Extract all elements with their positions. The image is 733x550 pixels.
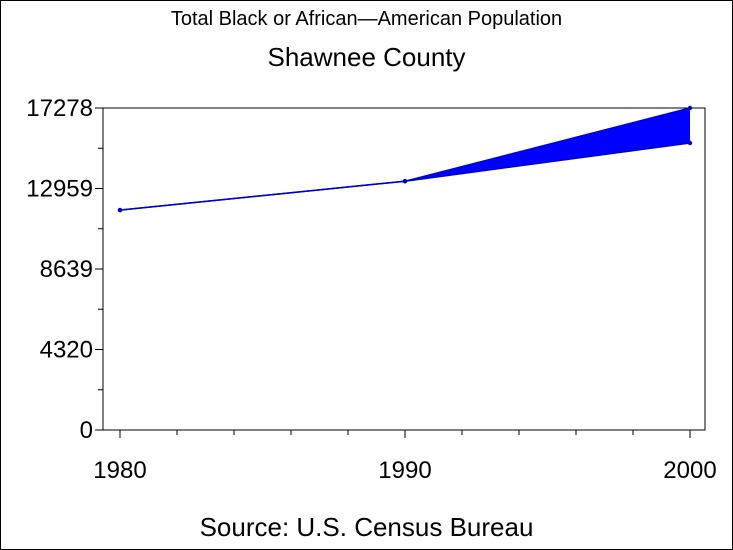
x-tick-label: 1990 <box>378 457 431 484</box>
x-tick-label: 2000 <box>663 457 716 484</box>
data-point <box>687 140 693 146</box>
y-tick-label: 4320 <box>40 336 93 363</box>
data-point <box>402 179 408 184</box>
x-axis: 1980 1990 2000 <box>93 430 717 484</box>
plot-border <box>102 107 706 431</box>
y-tick-label: 8639 <box>40 256 93 283</box>
y-tick-label: 0 <box>80 417 93 444</box>
chart-subtitle: Shawnee County <box>267 42 466 72</box>
y-tick-label: 12959 <box>26 175 93 202</box>
series-line-1 <box>119 107 691 211</box>
data-point <box>117 207 123 213</box>
x-tick-label: 1980 <box>93 457 146 484</box>
data-point <box>687 105 693 111</box>
chart-source: Source: U.S. Census Bureau <box>199 512 534 542</box>
y-tick-label: 17278 <box>26 95 93 122</box>
plot-area <box>102 107 706 431</box>
chart-title: Total Black or African—American Populati… <box>170 8 563 30</box>
series-band <box>120 108 690 211</box>
y-axis: 0 4320 8639 12959 17278 <box>26 95 103 444</box>
chart-marks <box>117 105 693 213</box>
